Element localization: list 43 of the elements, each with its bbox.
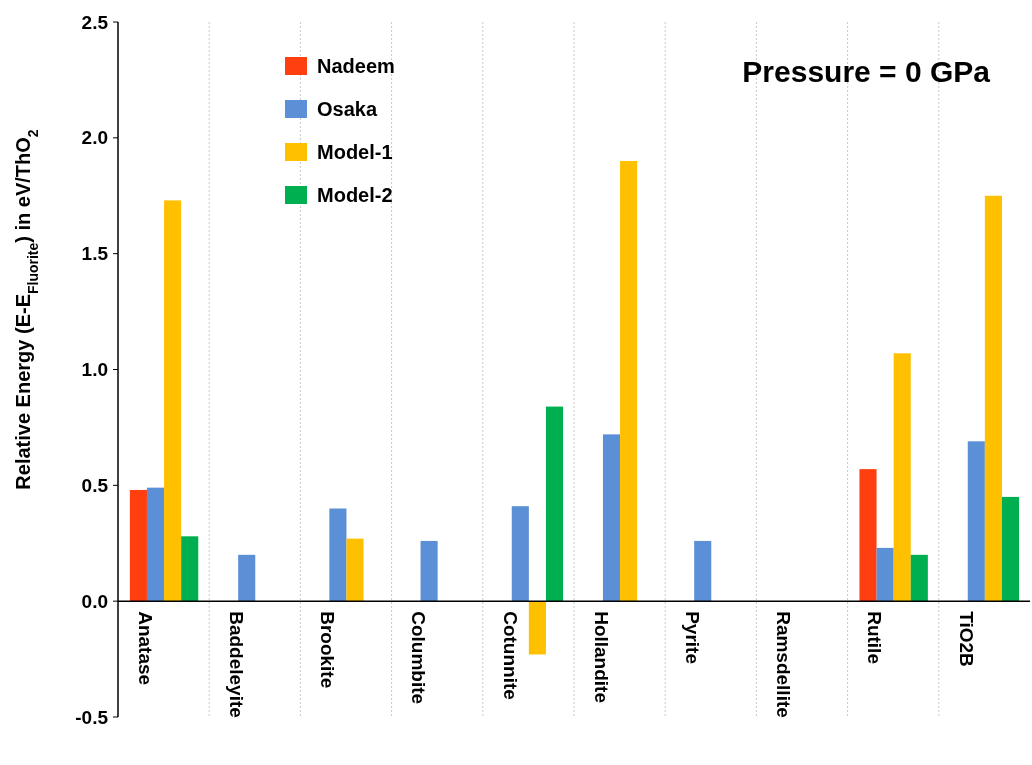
x-tick-label: TiO2B [955,611,977,667]
x-tick-label: Ramsdellite [773,611,795,718]
x-tick-label: Rutile [864,611,886,664]
y-tick-label: 1.5 [81,243,109,265]
x-tick-label: Anatase [134,611,156,686]
x-tick-label: Brookite [317,611,339,689]
y-tick-label: 0.0 [81,590,108,612]
y-tick-label: 0.5 [81,474,109,496]
bar [893,353,911,602]
bar [346,538,364,602]
bar [528,601,546,655]
bar [876,547,894,602]
legend-label: Nadeem [317,55,395,77]
bar [545,406,564,602]
bar [129,489,147,602]
bar [164,200,182,602]
y-tick-label: 2.0 [81,127,108,149]
x-tick-label: Columbite [408,611,430,705]
bar [238,554,256,602]
bar [181,536,199,602]
bar [910,554,928,602]
bar [146,487,165,602]
bar [1001,496,1020,602]
bar [602,434,621,602]
legend-label: Osaka [317,98,378,120]
legend-label: Model-1 [317,141,393,163]
bar [694,540,712,602]
legend-label: Model-2 [317,184,393,206]
bar [859,469,877,602]
x-tick-label: Pyrite [681,611,703,664]
bar [967,441,985,602]
bar [329,508,347,602]
bar [620,161,638,602]
y-tick-label: 2.5 [81,11,109,33]
bar [511,506,529,602]
x-tick-label: Hollandite [590,611,612,704]
bar [420,540,438,602]
x-tick-label: Cotunnite [499,611,521,700]
y-tick-label: -0.5 [75,706,109,728]
y-tick-label: 1.0 [81,359,108,381]
x-tick-label: Baddeleyite [225,611,247,718]
annotation: Pressure = 0 GPa [742,55,991,88]
bar [984,195,1002,602]
